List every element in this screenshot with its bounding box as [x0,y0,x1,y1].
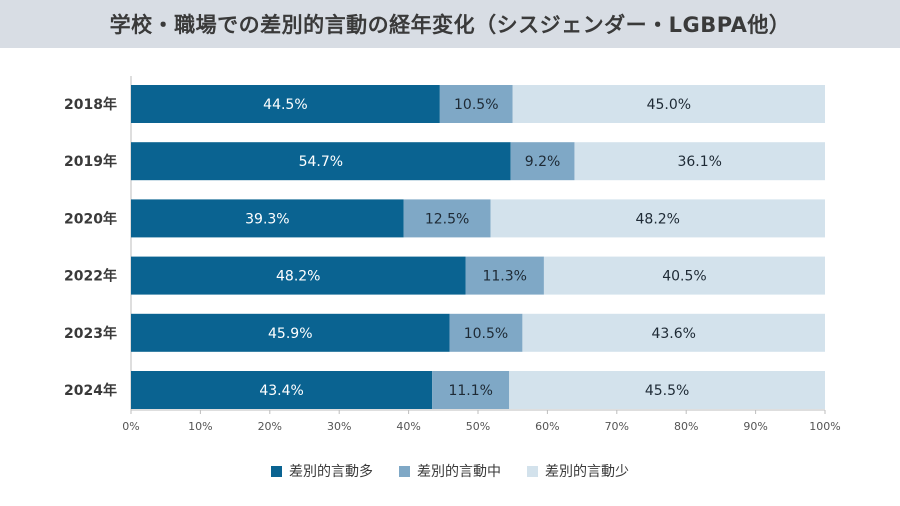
bar-segment [465,256,544,295]
category-label: 2023年 [64,325,117,342]
data-label: 45.9% [268,326,312,342]
stacked-bar-chart: 44.5% 10.5% 45.0% 2018年 54.7% 9.2% 36.1% 2019年 3… [64,76,841,433]
data-label: 36.1% [677,154,721,170]
data-label: 43.6% [651,326,695,342]
data-label: 11.1% [448,383,492,399]
x-tick-label: 80% [674,420,698,433]
bar-segment [131,256,466,295]
legend-item-mid: 差別的言動中 [399,461,501,481]
category-label: 2020年 [64,210,117,227]
category-label: 2024年 [64,382,117,399]
legend-label-high: 差別的言動多 [289,464,373,480]
x-tick-label: 20% [258,420,282,433]
category-label: 2018年 [64,96,117,113]
chart-legend: 差別的言動多 差別的言動中 差別的言動少 [0,458,900,484]
legend-item-high: 差別的言動多 [271,461,373,481]
bar-segment [509,371,825,409]
x-tick-label: 90% [743,420,767,433]
bar-segment [512,85,825,123]
x-tick-label: 10% [188,420,212,433]
bar-segment [131,85,440,123]
category-label: 2022年 [64,268,117,285]
bar-segment [510,142,575,181]
bar-segment [543,256,825,295]
bar-segment [131,199,404,238]
legend-item-low: 差別的言動少 [527,461,629,481]
x-tick-label: 40% [396,420,420,433]
x-tick-label: 70% [605,420,629,433]
data-label: 45.5% [645,383,689,399]
data-label: 40.5% [662,269,706,285]
x-tick-label: 50% [466,420,490,433]
data-label: 9.2% [525,154,561,170]
x-tick-label: 0% [122,420,139,433]
data-label: 45.0% [647,97,691,113]
data-label: 12.5% [425,211,469,227]
data-label: 10.5% [454,97,498,113]
x-tick-label: 100% [809,420,840,433]
data-label: 54.7% [299,154,343,170]
bar-segment [439,85,513,123]
data-label: 43.4% [259,383,303,399]
bar-segment [432,371,510,409]
legend-label-low: 差別的言動少 [545,464,629,480]
bar-segment [131,142,511,181]
data-label: 48.2% [636,211,680,227]
title-bar: 学校・職場での差別的言動の経年変化（シスジェンダー・LGBPA他） [0,0,900,48]
data-label: 10.5% [464,326,508,342]
bar-segment [131,371,433,409]
chart-title: 学校・職場での差別的言動の経年変化（シスジェンダー・LGBPA他） [109,13,791,37]
legend-swatch-high [271,465,282,477]
x-tick-label: 30% [327,420,351,433]
legend-swatch-mid [399,465,410,477]
data-label: 48.2% [276,269,320,285]
legend-label-mid: 差別的言動中 [417,464,501,480]
data-label: 44.5% [263,97,307,113]
x-tick-label: 60% [535,420,559,433]
category-label: 2019年 [64,153,117,170]
data-label: 11.3% [482,269,526,285]
legend-swatch-low [527,465,538,477]
bar-segment [449,313,523,352]
bar-segment [574,142,825,181]
bar-segment [490,199,825,238]
data-label: 39.3% [245,211,289,227]
bar-segment [522,313,825,352]
bar-segment [403,199,491,238]
bar-segment [131,313,450,352]
